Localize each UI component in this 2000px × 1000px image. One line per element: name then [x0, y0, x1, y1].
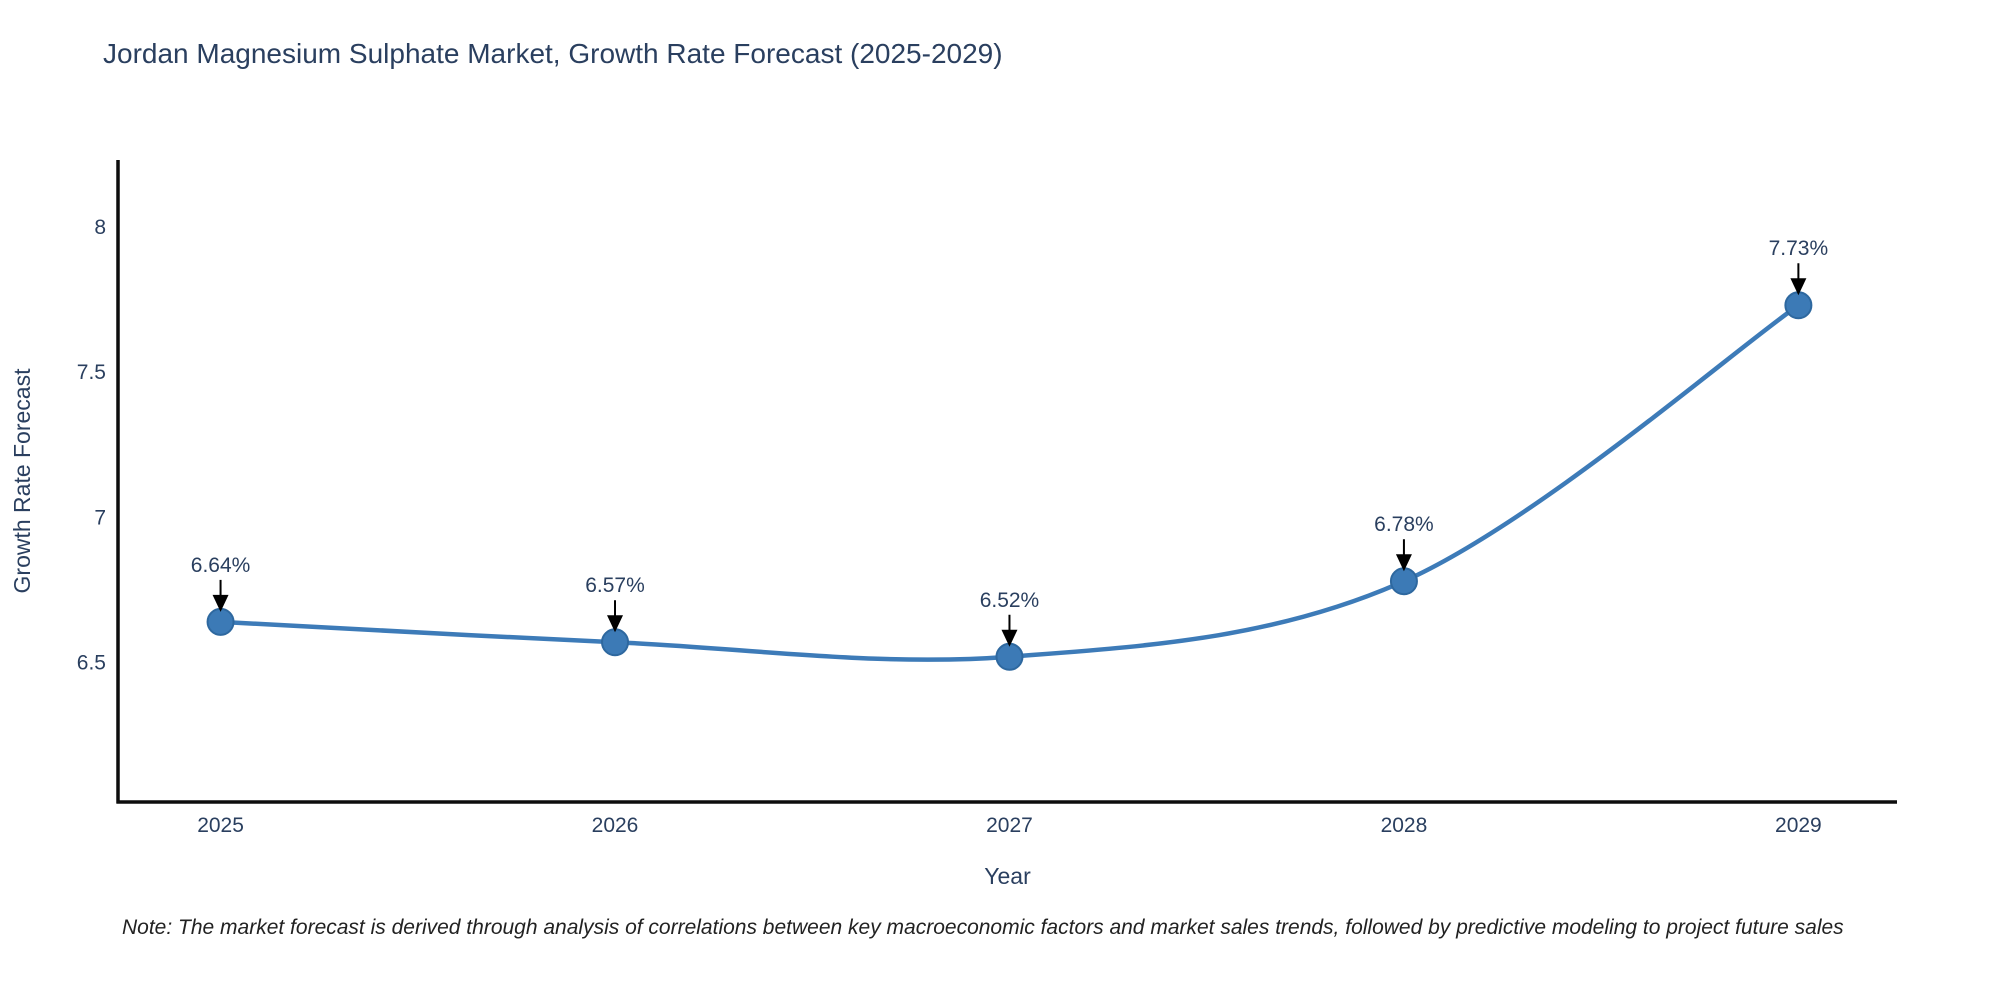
trend-line	[220, 303, 1800, 662]
annotation-arrowhead-icon	[607, 615, 624, 633]
annotation-arrowhead-icon	[1790, 278, 1807, 296]
annotation-arrowhead-icon	[212, 594, 229, 612]
x-tick-label: 2025	[197, 814, 244, 837]
data-point-2026	[601, 628, 630, 657]
y-tick-label: 7.5	[77, 361, 106, 384]
annotation-arrowhead-icon	[1001, 629, 1018, 647]
annotation-label: 6.64%	[191, 554, 251, 577]
x-tick-label: 2028	[1381, 814, 1428, 837]
annotation-label: 6.78%	[1374, 513, 1434, 536]
annotation-arrowhead-icon	[1395, 554, 1412, 572]
chart-title: Jordan Magnesium Sulphate Market, Growth…	[103, 38, 1003, 69]
y-tick-label: 6.5	[77, 652, 106, 675]
data-point-2028	[1389, 567, 1418, 596]
data-point-2025	[206, 607, 235, 636]
annotation-label: 7.73%	[1769, 237, 1829, 260]
y-tick-label: 7	[94, 506, 106, 529]
data-point-2029	[1784, 291, 1813, 320]
x-axis-title: Year	[984, 863, 1031, 889]
annotation-label: 6.52%	[980, 589, 1040, 612]
annotation-label: 6.57%	[585, 574, 645, 597]
y-tick-label: 8	[94, 216, 106, 239]
x-tick-label: 2026	[592, 814, 639, 837]
x-tick-label: 2029	[1775, 814, 1822, 837]
data-point-2027	[995, 642, 1024, 671]
x-tick-label: 2027	[986, 814, 1033, 837]
y-axis-title: Growth Rate Forecast	[9, 368, 35, 594]
chart-footnote: Note: The market forecast is derived thr…	[122, 916, 1844, 939]
